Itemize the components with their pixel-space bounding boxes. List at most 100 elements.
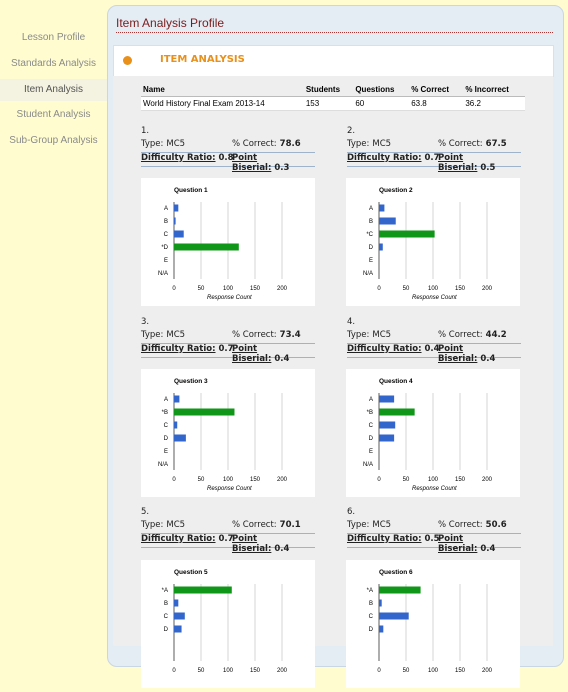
summary-table: Name Students Questions% Correct% Incorrec… — [141, 83, 525, 111]
nav-item[interactable]: Student Analysis — [16, 109, 91, 121]
category-label: D — [369, 436, 374, 442]
page: Lesson Profile Standards Analysis Item Ana… — [0, 5, 564, 688]
info-row: Difficulty Ratio: 0.7 Point Biserial: 0.4 — [141, 344, 315, 364]
x-tick-label: 0 — [377, 477, 381, 483]
category-label: D — [369, 627, 374, 633]
chart-title: Question 1 — [174, 187, 208, 194]
category-label: B — [369, 219, 373, 225]
nav-item[interactable]: Item Analysis — [0, 78, 107, 101]
chart-box: Question 1 0 50 100 150 200 A B C *D E N/A Response … — [141, 178, 315, 306]
x-tick-label: 50 — [198, 477, 205, 483]
category-label: D — [164, 627, 169, 633]
bar — [379, 395, 395, 403]
x-tick-label: 150 — [250, 286, 261, 292]
question-number: 5. — [141, 507, 150, 517]
difficulty-label: Difficulty Ratio: — [347, 344, 422, 354]
bar — [379, 625, 384, 633]
biserial-value: 0.3 — [274, 163, 290, 173]
category-label: *D — [161, 245, 168, 251]
category-label: B — [369, 601, 373, 607]
category-label: C — [164, 232, 169, 238]
category-label: N/A — [158, 462, 168, 468]
percent-value: 78.6 — [279, 139, 301, 149]
chart-box: Question 3 0 50 100 150 200 A *B C D E N/A Response … — [141, 369, 315, 497]
column-header: Questions — [353, 83, 410, 97]
category-label: A — [164, 397, 168, 403]
table-cell: World History Final Exam 2013-14 — [141, 96, 304, 111]
type-label: Type: — [141, 139, 164, 149]
column-header: Name — [141, 83, 304, 97]
difficulty-label: Difficulty Ratio: — [141, 534, 216, 544]
biserial: Point Biserial: 0.5 — [438, 153, 521, 173]
biserial-label: Point Biserial: — [438, 534, 478, 554]
table-row: World History Final Exam 2013-14 153 60 63.… — [141, 96, 525, 111]
percent-label: % Correct: — [438, 139, 483, 149]
biserial-value: 0.4 — [480, 544, 496, 554]
x-axis-label: Response Count — [412, 486, 457, 492]
x-tick-label: 0 — [172, 477, 176, 483]
x-tick-label: 0 — [172, 286, 176, 292]
biserial: Point Biserial: 0.4 — [438, 534, 521, 554]
percent-label: % Correct: — [232, 139, 277, 149]
bar — [174, 586, 232, 594]
percent-value: 73.4 — [279, 330, 301, 340]
nav-item[interactable]: Sub-Group Analysis — [9, 135, 98, 147]
collapse-icon[interactable] — [123, 56, 132, 65]
question-number: 4. — [347, 317, 356, 327]
biserial-value: 0.5 — [480, 163, 496, 173]
bar — [174, 625, 182, 633]
section-title[interactable]: ITEM ANALYSIS — [160, 54, 245, 65]
percent-correct: % Correct: 44.2 — [438, 330, 507, 340]
percent-correct: % Correct: 73.4 — [232, 330, 301, 340]
info-row: Difficulty Ratio: 0.7 Point Biserial: 0.4 — [141, 534, 315, 554]
percent-value: 70.1 — [279, 520, 301, 530]
column-header: % Correct — [409, 83, 464, 97]
x-tick-label: 150 — [250, 477, 261, 483]
x-axis-label: Response Count — [207, 486, 252, 492]
chart: Question 2 0 50 100 150 200 A B *C D E N/A Response … — [363, 187, 493, 301]
percent-value: 50.6 — [485, 520, 507, 530]
x-tick-label: 200 — [277, 286, 288, 292]
nav-item[interactable]: Standards Analysis — [10, 57, 97, 69]
percent-label: % Correct: — [438, 330, 483, 340]
category-label: A — [369, 206, 373, 212]
nav-item[interactable]: Lesson Profile — [21, 32, 86, 43]
biserial-label: Point Biserial: — [232, 344, 272, 364]
info-row: Type: MC5 % Correct: 44.2 — [347, 330, 521, 344]
bar — [379, 230, 435, 238]
bar — [379, 586, 421, 594]
chart-title: Question 5 — [174, 569, 208, 576]
percent-value: 44.2 — [485, 330, 507, 340]
bar — [174, 243, 239, 251]
category-label: E — [164, 449, 168, 455]
category-label: E — [369, 258, 373, 264]
percent-correct: % Correct: 50.6 — [438, 520, 507, 530]
column-header: % Incorrect — [463, 83, 525, 97]
question-number: 2. — [347, 126, 356, 136]
bar — [174, 599, 179, 607]
percent-label: % Correct: — [438, 520, 483, 530]
percent-value: 67.5 — [485, 139, 507, 149]
category-label: B — [164, 219, 168, 225]
x-tick-label: 50 — [403, 668, 410, 674]
type-label: Type: — [141, 330, 164, 340]
category-label: N/A — [363, 271, 373, 277]
bar — [379, 421, 396, 429]
x-tick-label: 50 — [403, 286, 410, 292]
type-value: MC5 — [372, 520, 392, 530]
info-row: Difficulty Ratio: 0.5 Point Biserial: 0.4 — [347, 534, 521, 554]
biserial-label: Point Biserial: — [232, 153, 272, 173]
difficulty-label: Difficulty Ratio: — [347, 534, 422, 544]
x-tick-label: 150 — [455, 477, 466, 483]
category-label: N/A — [363, 462, 373, 468]
category-label: C — [164, 423, 169, 429]
x-tick-label: 100 — [428, 477, 439, 483]
table-cell: 63.8 — [409, 96, 464, 111]
bar — [379, 204, 385, 212]
question-number: 3. — [141, 317, 150, 327]
x-tick-label: 100 — [428, 668, 439, 674]
bar — [379, 217, 396, 225]
chart-box: Question 6 0 50 100 150 200 *A B C D — [346, 560, 520, 688]
info-row: Type: MC5 % Correct: 73.4 — [141, 330, 315, 344]
difficulty-value: 0.7 — [424, 153, 440, 163]
